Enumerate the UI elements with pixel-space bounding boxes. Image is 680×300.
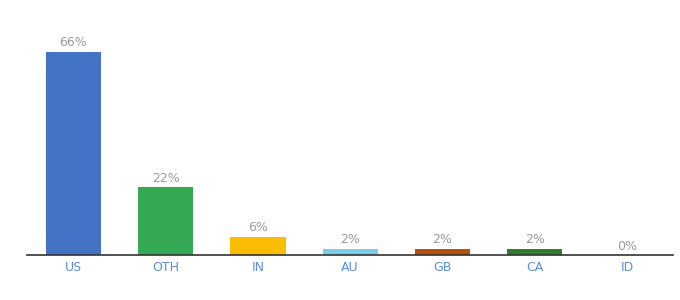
Text: 2%: 2%	[525, 233, 545, 246]
Bar	[507, 249, 562, 255]
Bar	[322, 249, 378, 255]
Bar	[415, 249, 470, 255]
Bar	[138, 187, 193, 255]
Bar	[46, 52, 101, 255]
Text: 22%: 22%	[152, 172, 180, 185]
Text: 6%: 6%	[248, 221, 268, 234]
Text: 66%: 66%	[59, 36, 87, 49]
Text: 0%: 0%	[617, 241, 637, 254]
Text: 2%: 2%	[432, 233, 452, 246]
Text: 2%: 2%	[340, 233, 360, 246]
Bar	[231, 236, 286, 255]
